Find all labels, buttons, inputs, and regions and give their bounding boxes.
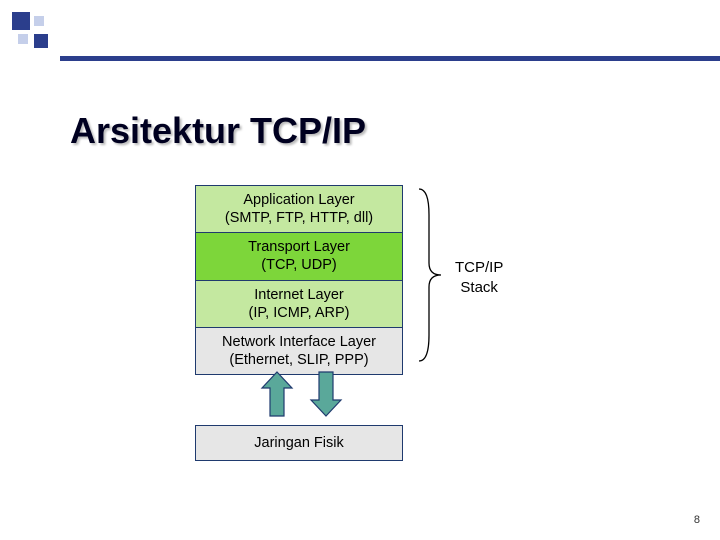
layer-title: Internet Layer bbox=[200, 286, 398, 304]
corner-decoration bbox=[12, 12, 54, 54]
layer-title: Network Interface Layer bbox=[200, 333, 398, 351]
up-arrow-icon bbox=[262, 372, 292, 416]
deco-sq bbox=[18, 34, 28, 44]
header-bar bbox=[60, 56, 720, 61]
page-number: 8 bbox=[694, 514, 700, 526]
physical-network-box: Jaringan Fisik bbox=[195, 425, 403, 461]
layer-box-1: Transport Layer(TCP, UDP) bbox=[195, 233, 403, 280]
layer-subtitle: (IP, ICMP, ARP) bbox=[200, 304, 398, 322]
stack-label-line2: Stack bbox=[460, 279, 498, 296]
layer-subtitle: (Ethernet, SLIP, PPP) bbox=[200, 351, 398, 369]
layer-title: Application Layer bbox=[200, 191, 398, 209]
deco-sq bbox=[12, 12, 30, 30]
down-arrow-icon bbox=[311, 372, 341, 416]
page-title: Arsitektur TCP/IP bbox=[70, 110, 366, 152]
stack-label: TCP/IP Stack bbox=[455, 258, 503, 297]
layer-subtitle: (SMTP, FTP, HTTP, dll) bbox=[200, 209, 398, 227]
layer-box-0: Application Layer(SMTP, FTP, HTTP, dll) bbox=[195, 185, 403, 233]
deco-sq bbox=[34, 34, 48, 48]
brace bbox=[415, 185, 445, 365]
layer-box-3: Network Interface Layer(Ethernet, SLIP, … bbox=[195, 328, 403, 375]
stack-label-line1: TCP/IP bbox=[455, 259, 503, 276]
layer-box-2: Internet Layer(IP, ICMP, ARP) bbox=[195, 281, 403, 328]
layer-subtitle: (TCP, UDP) bbox=[200, 256, 398, 274]
tcpip-stack: Application Layer(SMTP, FTP, HTTP, dll)T… bbox=[195, 185, 403, 375]
arrows bbox=[250, 370, 360, 420]
deco-sq bbox=[34, 16, 44, 26]
layer-title: Transport Layer bbox=[200, 238, 398, 256]
